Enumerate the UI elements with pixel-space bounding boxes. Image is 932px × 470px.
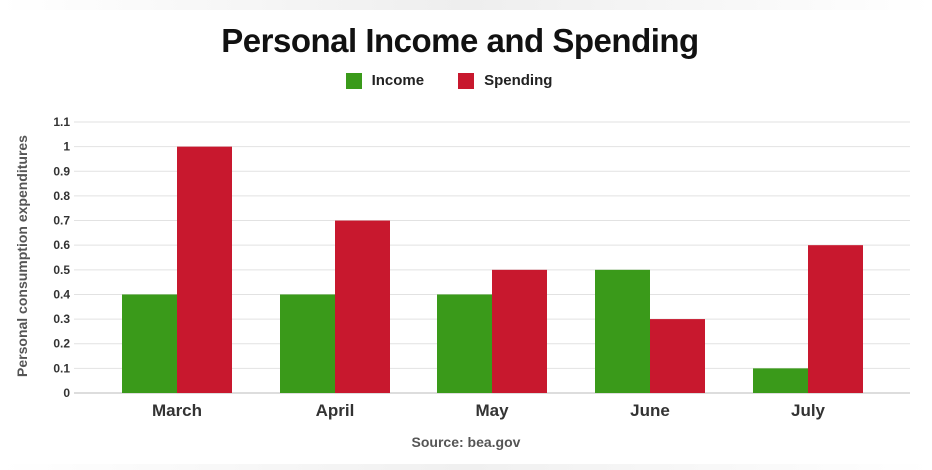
bar-spending <box>335 220 390 393</box>
bar-income <box>437 294 492 393</box>
bar-income <box>122 294 177 393</box>
legend-label-spending: Spending <box>484 72 553 89</box>
bar-spending <box>808 245 863 393</box>
y-tick-label: 0 <box>63 386 70 400</box>
y-tick-label: 0.6 <box>53 238 70 252</box>
x-tick-label: April <box>316 401 355 420</box>
bar-spending <box>650 319 705 393</box>
x-tick-label: May <box>475 401 509 420</box>
legend-swatch-spending <box>458 72 475 89</box>
x-tick-label: June <box>630 401 670 420</box>
source-note: Source: bea.gov <box>411 434 521 450</box>
legend-label-income: Income <box>371 72 425 89</box>
legend-item-spending: Spending <box>458 72 552 89</box>
y-tick-label: 0.5 <box>53 263 70 277</box>
y-tick-label: 0.1 <box>53 361 70 375</box>
bar-income <box>595 269 650 393</box>
legend-item-income: Income <box>345 72 425 89</box>
y-tick-label: 0.9 <box>53 164 70 178</box>
chart-title: Personal Income and Spending <box>221 22 699 59</box>
x-tick-label: March <box>152 401 202 420</box>
bar-spending <box>492 269 547 393</box>
legend-swatch-income <box>345 72 362 89</box>
top-shadow <box>0 0 932 10</box>
y-tick-label: 0.2 <box>53 337 70 351</box>
bar-income <box>753 368 808 393</box>
y-tick-label: 0.7 <box>53 214 70 228</box>
bottom-shadow <box>0 464 932 470</box>
bar-income <box>280 294 335 393</box>
y-tick-label: 1 <box>63 140 70 154</box>
legend: Income Spending <box>0 72 898 89</box>
y-tick-label: 0.8 <box>53 189 70 203</box>
bar-spending <box>177 146 232 393</box>
y-tick-label: 1.1 <box>53 115 70 129</box>
x-tick-label: July <box>791 401 826 420</box>
y-tick-label: 0.3 <box>53 312 70 326</box>
y-tick-label: 0.4 <box>53 287 70 301</box>
